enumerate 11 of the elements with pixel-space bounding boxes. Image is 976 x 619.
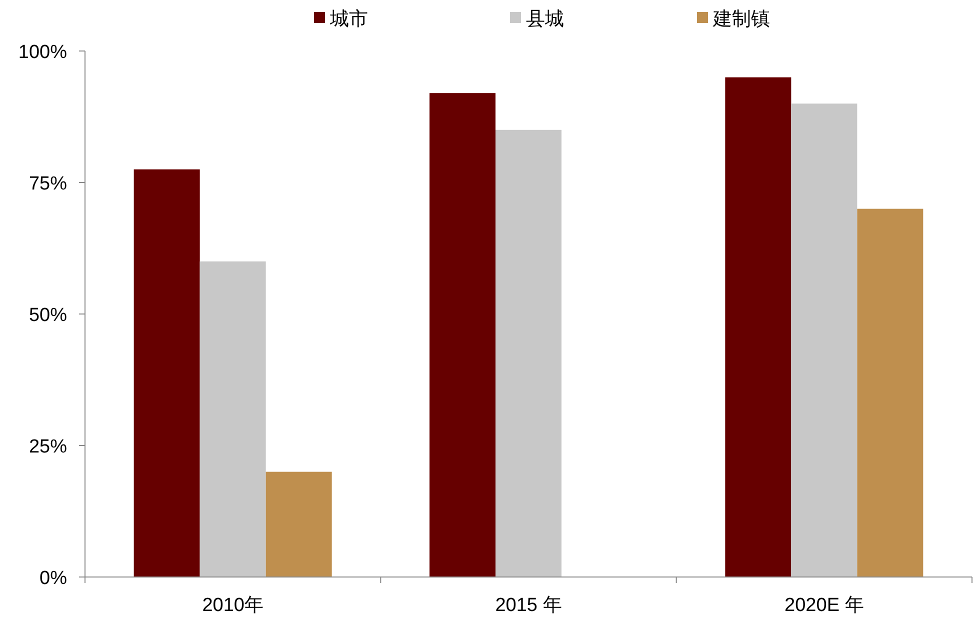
legend-label: 县城 <box>526 9 564 30</box>
x-tick-label: 2020E 年 <box>784 595 864 616</box>
y-tick-label: 50% <box>28 305 68 326</box>
y-tick-label: 100% <box>18 42 68 63</box>
x-tick-label: 2015 年 <box>495 595 562 616</box>
legend-label: 建制镇 <box>712 9 770 30</box>
legend-label: 城市 <box>329 8 368 30</box>
y-tick-label: 75% <box>28 174 68 194</box>
y-tick-label: 0% <box>40 568 68 589</box>
x-tick-label: 2010年 <box>202 595 264 616</box>
y-tick-label: 25% <box>28 436 68 458</box>
